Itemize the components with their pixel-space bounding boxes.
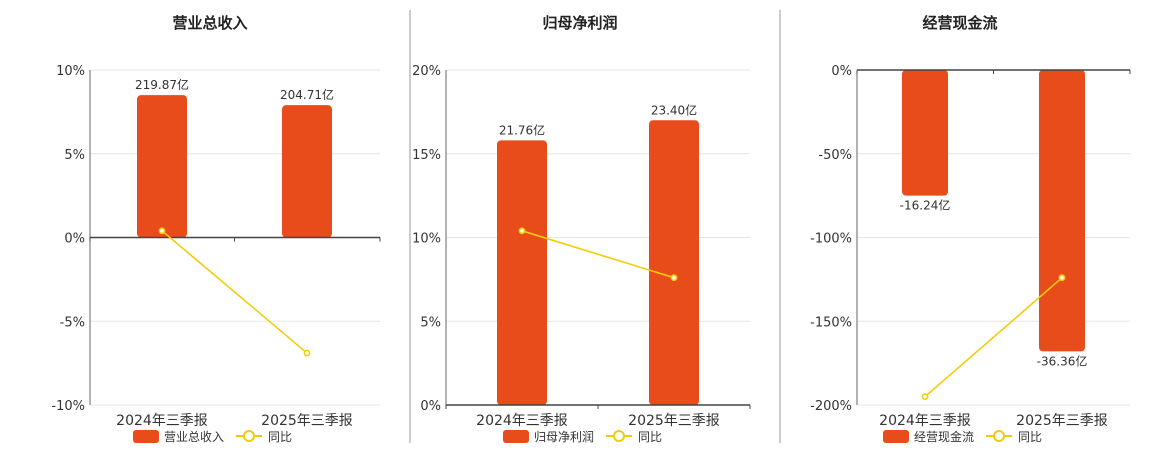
bar xyxy=(902,70,948,196)
legend-bar-label: 营业总收入 xyxy=(164,430,224,444)
x-tick-label: 2025年三季报 xyxy=(261,413,353,429)
bar-data-label: 21.76亿 xyxy=(499,122,545,137)
bar-data-label: 204.71亿 xyxy=(280,87,334,102)
y-tick-label: -50% xyxy=(818,148,852,163)
legend-bar-swatch xyxy=(133,430,159,443)
yoy-point xyxy=(921,393,929,401)
y-tick-label: 5% xyxy=(64,148,85,163)
legend-line-label: 同比 xyxy=(268,430,292,444)
bar xyxy=(1039,70,1085,352)
chart-title: 营业总收入 xyxy=(172,14,247,32)
y-tick-label: 20% xyxy=(412,64,441,79)
x-tick-label: 2025年三季报 xyxy=(628,413,720,429)
y-tick-label: 10% xyxy=(412,232,441,247)
y-tick-label: 10% xyxy=(56,64,85,79)
x-tick-label: 2024年三季报 xyxy=(879,413,971,429)
x-tick-label: 2025年三季报 xyxy=(1016,413,1108,429)
legend-line-marker xyxy=(993,430,1005,442)
yoy-line xyxy=(924,277,1063,398)
y-tick-label: -100% xyxy=(810,232,852,247)
legend-line-label: 同比 xyxy=(1018,430,1042,444)
bar xyxy=(649,120,699,405)
bar-data-label: 23.40亿 xyxy=(651,102,697,117)
chart-title: 归母净利润 xyxy=(542,14,617,32)
bar-data-label: -16.24亿 xyxy=(900,198,951,213)
legend-bar-swatch xyxy=(883,430,909,443)
legend-bar-swatch xyxy=(503,430,529,443)
y-tick-label: 5% xyxy=(420,315,441,330)
legend-bar-label: 经营现金流 xyxy=(914,429,974,444)
y-tick-label: 0% xyxy=(64,232,85,247)
bar xyxy=(282,105,332,238)
legend-line-marker xyxy=(243,430,255,442)
bar xyxy=(497,140,547,405)
yoy-line xyxy=(161,230,308,354)
y-tick-label: -5% xyxy=(60,315,85,330)
yoy-point xyxy=(158,227,166,235)
x-tick-label: 2024年三季报 xyxy=(476,413,568,429)
chart-title: 经营现金流 xyxy=(922,14,997,32)
y-tick-label: -10% xyxy=(51,399,85,414)
legend-bar-label: 归母净利润 xyxy=(534,430,594,444)
y-tick-label: -150% xyxy=(810,315,852,330)
yoy-point xyxy=(1058,274,1066,282)
y-tick-label: 0% xyxy=(420,399,441,414)
yoy-point xyxy=(518,227,526,235)
y-tick-label: -200% xyxy=(810,399,852,414)
yoy-point xyxy=(303,349,311,357)
y-tick-label: 0% xyxy=(831,64,852,79)
legend-line-label: 同比 xyxy=(638,430,662,444)
bar-data-label: 219.87亿 xyxy=(135,77,189,92)
yoy-line xyxy=(521,230,675,279)
bar xyxy=(137,95,187,238)
y-tick-label: 15% xyxy=(412,148,441,163)
legend-line-marker xyxy=(613,430,625,442)
bar-data-label: -36.36亿 xyxy=(1037,353,1088,368)
x-tick-label: 2024年三季报 xyxy=(116,413,208,429)
yoy-point xyxy=(670,274,678,282)
